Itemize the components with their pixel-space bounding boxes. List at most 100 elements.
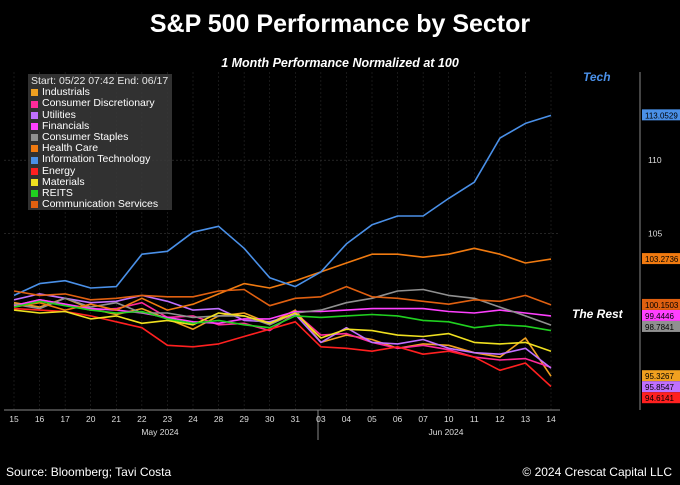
- chart-title: S&P 500 Performance by Sector: [149, 10, 531, 38]
- legend-date-range: Start: 05/22 07:42 End: 06/17: [31, 75, 169, 87]
- legend-label: Materials: [42, 175, 85, 188]
- series-line-energy: [13, 307, 552, 388]
- x-tick-label: 31: [291, 414, 301, 424]
- last-value-text: 100.1503: [645, 301, 679, 310]
- legend-swatch: [31, 122, 38, 130]
- x-tick-label: 13: [521, 414, 531, 424]
- legend-label: Communication Services: [42, 198, 159, 211]
- last-value-tag: [642, 370, 680, 382]
- series-line-information-technology: [13, 114, 552, 297]
- copyright-note: © 2024 Crescat Capital LLC: [522, 465, 672, 479]
- legend-swatch: [31, 111, 38, 119]
- y-tick-label: 105: [648, 229, 662, 239]
- x-tick-label: 21: [112, 414, 122, 424]
- last-value-text: 103.2736: [645, 255, 679, 264]
- chart-subtitle: 1 Month Performance Normalized at 100: [221, 56, 459, 70]
- last-value-tag: [642, 309, 680, 321]
- last-value-text: 94.6141: [645, 394, 674, 403]
- legend-label: Industrials: [42, 86, 90, 99]
- last-value-text: 95.3267: [645, 372, 674, 381]
- x-tick-label: 30: [265, 414, 275, 424]
- last-value-text: 95.8547: [645, 383, 674, 392]
- series-line-consumer-staples: [13, 288, 552, 326]
- y-tick-label: 110: [648, 155, 662, 165]
- last-value-label: 95.3267: [642, 370, 680, 382]
- legend-swatch: [31, 145, 38, 153]
- legend-item: Industrials: [31, 86, 169, 99]
- series-line-materials: [13, 309, 552, 352]
- x-tick-label: 28: [214, 414, 224, 424]
- legend-swatch: [31, 178, 38, 186]
- last-value-label: 100.1503: [642, 298, 680, 310]
- legend-item: Health Care: [31, 143, 169, 154]
- legend-item: Materials: [31, 175, 169, 188]
- x-tick-label: 14: [546, 414, 556, 424]
- legend-item: Financials: [31, 119, 169, 132]
- rest-annotation: The Rest: [572, 307, 623, 321]
- x-tick-label: 03: [316, 414, 326, 424]
- x-tick-label: 17: [60, 414, 70, 424]
- last-value-label: 99.4446: [642, 309, 680, 321]
- x-month-label: Jun 2024: [429, 427, 464, 437]
- chart-legend: Start: 05/22 07:42 End: 06/17 Industrial…: [28, 74, 172, 210]
- legend-item: Utilities: [31, 108, 169, 121]
- series-line-financials: [13, 298, 552, 325]
- last-value-text: 98.7841: [645, 323, 674, 332]
- last-value-label: 94.6141: [642, 392, 680, 404]
- last-value-tag: [642, 253, 680, 265]
- legend-swatch: [31, 201, 38, 209]
- legend-label: Energy: [42, 164, 76, 177]
- series-line-health-care: [13, 247, 552, 311]
- x-tick-label: 23: [163, 414, 173, 424]
- x-tick-label: 29: [239, 414, 249, 424]
- last-value-tag: [642, 109, 680, 121]
- x-tick-label: 22: [137, 414, 147, 424]
- last-value-text: 99.4446: [645, 312, 674, 321]
- x-tick-label: 05: [367, 414, 377, 424]
- series-line-communication-services: [13, 285, 552, 307]
- tech-annotation: Tech: [583, 70, 611, 84]
- source-note: Source: Bloomberg; Tavi Costa: [6, 465, 172, 479]
- last-value-tag: [642, 392, 680, 404]
- legend-item: Communication Services: [31, 199, 169, 210]
- legend-item: Energy: [31, 164, 169, 177]
- x-tick-label: 15: [9, 414, 19, 424]
- last-value-label: 98.7841: [642, 320, 680, 332]
- last-value-text: 113.0529: [645, 111, 678, 120]
- legend-item: Information Technology: [31, 154, 169, 165]
- x-tick-label: 06: [393, 414, 403, 424]
- legend-swatch: [31, 167, 38, 175]
- legend-swatch: [31, 89, 38, 97]
- last-value-tag: [642, 320, 680, 332]
- series-line-reits: [13, 300, 552, 332]
- legend-item: Consumer Discretionary: [31, 98, 169, 109]
- last-value-label: 95.8547: [642, 381, 680, 393]
- last-value-tag: [642, 381, 680, 393]
- legend-label: Financials: [42, 119, 90, 132]
- x-month-label: May 2024: [141, 427, 179, 437]
- x-tick-label: 11: [470, 414, 479, 424]
- x-tick-label: 07: [418, 414, 428, 424]
- x-tick-label: 16: [35, 414, 45, 424]
- x-tick-label: 24: [188, 414, 198, 424]
- x-tick-label: 04: [342, 414, 352, 424]
- x-tick-label: 10: [444, 414, 454, 424]
- legend-swatch: [31, 134, 38, 142]
- legend-swatch: [31, 190, 38, 198]
- legend-swatch: [31, 100, 38, 108]
- legend-label: Information Technology: [42, 153, 151, 166]
- legend-label: Consumer Staples: [42, 131, 129, 144]
- legend-item: REITS: [31, 187, 169, 200]
- last-value-tag: [642, 298, 680, 310]
- legend-item: Consumer Staples: [31, 131, 169, 144]
- legend-label: Utilities: [42, 108, 76, 121]
- x-tick-label: 12: [495, 414, 505, 424]
- last-value-label: 103.2736: [642, 253, 680, 265]
- legend-label: Consumer Discretionary: [42, 97, 155, 110]
- legend-label: REITS: [42, 187, 73, 200]
- x-tick-label: 20: [86, 414, 96, 424]
- last-value-label: 113.0529: [642, 109, 680, 121]
- legend-swatch: [31, 156, 38, 164]
- legend-label: Health Care: [42, 142, 99, 155]
